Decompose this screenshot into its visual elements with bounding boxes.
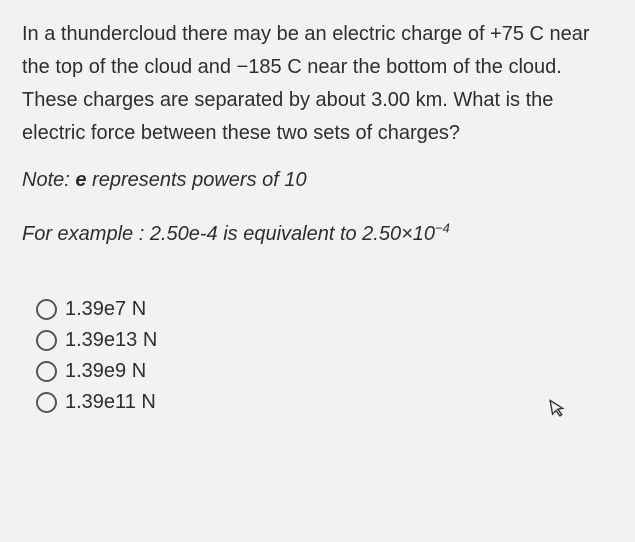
note-bold: e bbox=[75, 169, 86, 191]
options-group: 1.39e7 N 1.39e13 N 1.39e9 N 1.39e11 N bbox=[22, 298, 613, 414]
radio-icon[interactable] bbox=[36, 392, 57, 413]
example-text: For example : 2.50e-4 is equivalent to 2… bbox=[22, 218, 613, 250]
option-label: 1.39e7 N bbox=[65, 298, 146, 321]
option-label: 1.39e11 N bbox=[65, 391, 156, 414]
option-row[interactable]: 1.39e9 N bbox=[36, 360, 613, 383]
question-text: In a thundercloud there may be an electr… bbox=[22, 18, 613, 150]
option-row[interactable]: 1.39e7 N bbox=[36, 298, 613, 321]
option-row[interactable]: 1.39e13 N bbox=[36, 329, 613, 352]
radio-icon[interactable] bbox=[36, 361, 57, 382]
option-row[interactable]: 1.39e11 N bbox=[36, 391, 613, 414]
radio-icon[interactable] bbox=[36, 299, 57, 320]
note-suffix: represents powers of 10 bbox=[86, 169, 306, 191]
example-exponent: −4 bbox=[435, 220, 450, 235]
option-label: 1.39e9 N bbox=[65, 360, 146, 383]
option-label: 1.39e13 N bbox=[65, 329, 157, 352]
note-prefix: Note: bbox=[22, 169, 75, 191]
radio-icon[interactable] bbox=[36, 330, 57, 351]
example-prefix: For example : 2.50e-4 is equivalent to 2… bbox=[22, 223, 435, 245]
note-text: Note: e represents powers of 10 bbox=[22, 164, 613, 196]
